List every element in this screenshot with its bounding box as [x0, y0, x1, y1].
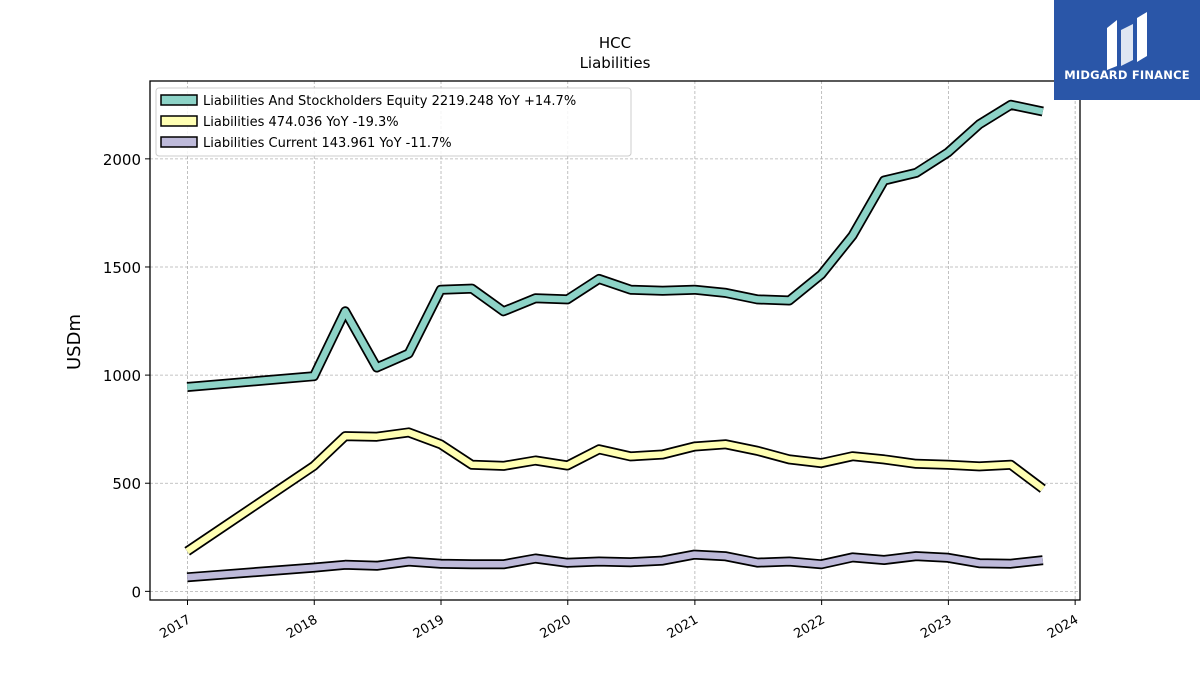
x-tick-label: 2020: [538, 612, 574, 642]
x-tick-label: 2024: [1045, 612, 1081, 642]
legend-box: [155, 87, 632, 157]
y-tick-label: 1000: [103, 367, 141, 385]
y-tick-label: 500: [112, 475, 141, 493]
chart-subtitle: Liabilities: [580, 54, 651, 72]
legend-entry-1: Liabilities 474.036 YoY -19.3%: [203, 115, 399, 130]
x-tick-label: 2023: [918, 612, 954, 642]
y-tick-label: 2000: [103, 151, 141, 169]
legend-entry-2: Liabilities Current 143.961 YoY -11.7%: [203, 136, 452, 151]
y-axis-label: USDm: [64, 314, 85, 370]
x-tick-label: 2019: [411, 612, 447, 642]
legend-swatch-1: [160, 115, 198, 127]
logo-mark-icon: [1107, 12, 1147, 70]
x-tick-label: 2021: [665, 612, 701, 642]
series-lines: [184, 99, 1046, 583]
y-tick-label: 0: [131, 583, 141, 601]
legend-swatch-0: [160, 94, 198, 106]
y-tick-label: 1500: [103, 259, 141, 277]
legend-swatch-2: [160, 136, 198, 148]
series-line-0: [186, 101, 1044, 391]
chart-title: HCC: [599, 34, 631, 52]
x-tick-label: 2022: [791, 612, 827, 642]
series-line-1: [185, 429, 1045, 554]
x-tick-label: 2018: [284, 612, 320, 642]
brand-logo: MIDGARD FINANCE: [1054, 0, 1200, 100]
legend-entry-0: Liabilities And Stockholders Equity 2219…: [203, 94, 576, 109]
series-line-2: [186, 551, 1044, 581]
brand-name: MIDGARD FINANCE: [1064, 68, 1190, 82]
legend: Liabilities And Stockholders Equity 2219…: [155, 87, 632, 157]
x-tick-label: 2017: [157, 612, 193, 642]
plot-frame: [149, 80, 1081, 601]
